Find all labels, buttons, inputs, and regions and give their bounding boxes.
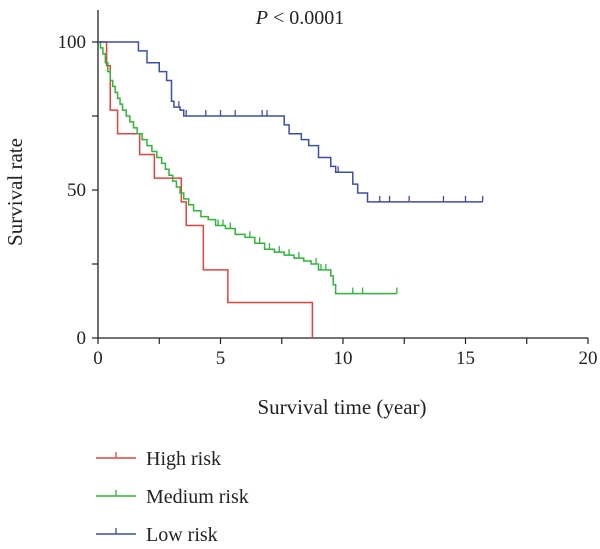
x-tick-label: 0 bbox=[93, 348, 103, 369]
y-axis-title: Survival rate bbox=[3, 138, 27, 246]
legend: High risk Medium risk Low risk bbox=[96, 448, 249, 546]
survival-curves bbox=[98, 42, 483, 338]
curve-high-risk bbox=[98, 42, 312, 338]
y-tick-label: 50 bbox=[67, 180, 86, 201]
curve-medium-risk bbox=[98, 42, 397, 294]
p-value-italic: P bbox=[255, 7, 268, 29]
x-axis-title: Survival time (year) bbox=[257, 395, 426, 419]
p-value-annotation: P < 0.0001 bbox=[255, 7, 345, 29]
x-tick-label: 15 bbox=[456, 348, 475, 369]
x-tick-label: 10 bbox=[334, 348, 353, 369]
y-tick-label: 0 bbox=[77, 328, 87, 349]
axes: 0 50 100 0 5 10 15 20 bbox=[58, 10, 598, 369]
x-tick-label: 20 bbox=[579, 348, 598, 369]
legend-label-high-risk: High risk bbox=[146, 448, 221, 470]
y-tick-label: 100 bbox=[58, 32, 87, 53]
legend-label-medium-risk: Medium risk bbox=[146, 486, 249, 508]
x-tick-label: 5 bbox=[216, 348, 226, 369]
p-value-rest: < 0.0001 bbox=[268, 7, 344, 29]
legend-label-low-risk: Low risk bbox=[146, 524, 218, 546]
